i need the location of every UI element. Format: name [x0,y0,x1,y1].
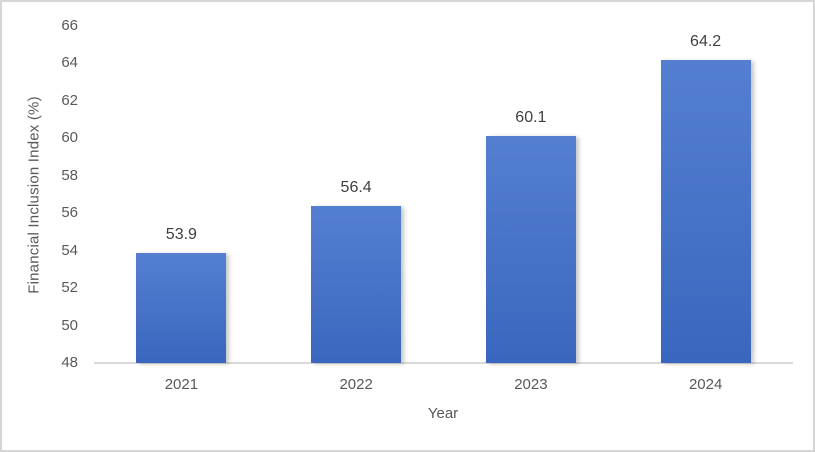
x-tick-label-2022: 2022 [339,376,373,393]
y-tick-label: 66 [61,17,78,34]
x-tick-label-2023: 2023 [514,376,548,393]
y-tick-label: 60 [61,129,78,147]
y-tick-label: 58 [61,166,78,184]
bar-2021 [136,252,227,363]
data-label-2023: 60.1 [515,109,547,127]
x-tick-label-2024: 2024 [688,376,723,393]
x-tick-label-2021: 2021 [164,376,199,393]
bar-2023 [485,136,576,363]
bar-2024 [660,59,751,363]
data-label-2021: 53.9 [165,225,197,243]
x-axis-line [94,362,793,364]
data-label-2022: 56.4 [340,178,372,196]
y-axis-title: Financial Inclusion Index (%) [25,96,43,294]
y-tick-label: 48 [61,354,78,371]
y-tick-label: 62 [61,91,78,109]
y-tick-label: 54 [61,241,78,259]
y-tick-label: 64 [61,54,78,72]
y-tick-label: 56 [61,204,78,222]
x-axis-title: Year [427,405,459,422]
y-tick-label: 50 [61,316,78,334]
y-tick-label: 52 [61,279,78,297]
bar-2022 [311,205,402,363]
data-label-2024: 64.2 [690,32,722,50]
